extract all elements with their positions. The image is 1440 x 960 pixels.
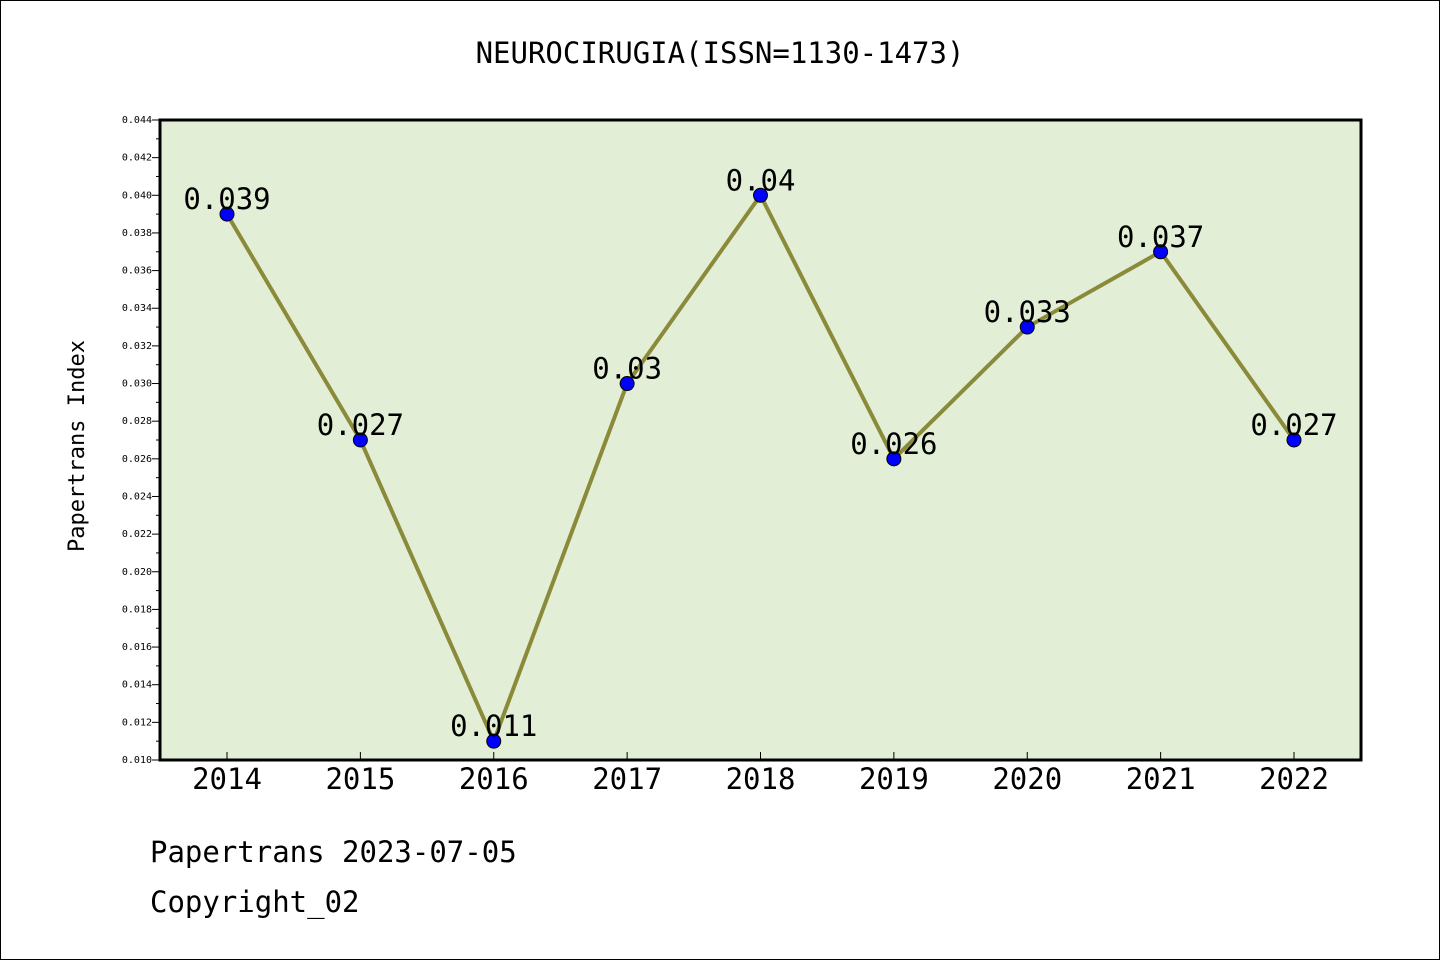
- data-point: [1153, 244, 1169, 260]
- y-tick-label: 0.034: [122, 303, 152, 314]
- data-label: 0.027: [317, 408, 404, 442]
- y-tick-label: 0.032: [122, 341, 152, 352]
- y-tick-label: 0.016: [122, 642, 152, 653]
- y-tick-label: 0.026: [122, 454, 152, 465]
- y-tick-label: 0.044: [122, 115, 152, 126]
- y-tick-label: 0.030: [122, 379, 152, 390]
- y-tick-label: 0.038: [122, 228, 152, 239]
- data-point: [1019, 319, 1035, 335]
- x-tick-label: 2022: [1259, 762, 1329, 796]
- chart-title: NEUROCIRUGIA(ISSN=1130-1473): [475, 36, 965, 70]
- y-tick-label: 0.042: [122, 153, 152, 164]
- plot-border: [158, 118, 1363, 762]
- y-tick-label: 0.036: [122, 266, 152, 277]
- x-tick-label: 2015: [325, 762, 395, 796]
- x-tick-label: 2019: [859, 762, 929, 796]
- data-label: 0.04: [726, 163, 796, 197]
- data-point: [486, 733, 502, 749]
- footer-copyright: Copyright_02: [150, 885, 360, 919]
- data-label: 0.033: [984, 295, 1071, 329]
- footer-date: Papertrans 2023-07-05: [150, 835, 517, 869]
- data-label: 0.026: [850, 427, 937, 461]
- data-label: 0.03: [592, 352, 662, 386]
- y-tick-label: 0.028: [122, 416, 152, 427]
- x-tick-label: 2021: [1126, 762, 1196, 796]
- y-tick-label: 0.010: [122, 755, 152, 766]
- data-point: [753, 187, 768, 203]
- x-tick-label: 2017: [592, 762, 662, 796]
- x-tick-label: 2018: [726, 762, 796, 796]
- y-axis: 0.010 0.012 0.014 0.016 0.018 0.020 0.022 0.024…: [122, 115, 160, 766]
- data-label: 0.011: [450, 709, 537, 743]
- data-point: [219, 206, 235, 222]
- x-tick-label: 2020: [992, 762, 1062, 796]
- y-axis-label: Papertrans Index: [65, 340, 90, 552]
- y-tick-label: 0.022: [122, 529, 152, 540]
- y-tick-label: 0.012: [122, 717, 152, 728]
- y-tick-label: 0.040: [122, 190, 152, 201]
- x-axis: 2014 2015 2016 2017 2018 2019 2020 2021 2022: [192, 752, 1329, 796]
- data-label: 0.037: [1117, 220, 1204, 254]
- x-tick-label: 2016: [459, 762, 529, 796]
- data-point: [1286, 432, 1302, 448]
- data-point: [352, 432, 368, 448]
- data-point: [619, 376, 635, 392]
- x-tick-label: 2014: [192, 762, 262, 796]
- y-tick-label: 0.014: [122, 680, 152, 691]
- y-tick-label: 0.024: [122, 491, 152, 502]
- data-label: 0.039: [183, 182, 270, 216]
- data-point: [886, 451, 902, 467]
- y-tick-label: 0.018: [122, 604, 152, 615]
- series-group: 0.039 0.027 0.011 0.03 0.04 0.026 0.033 0.037 0.…: [183, 163, 1338, 749]
- data-label: 0.027: [1250, 408, 1337, 442]
- y-tick-label: 0.020: [122, 567, 152, 578]
